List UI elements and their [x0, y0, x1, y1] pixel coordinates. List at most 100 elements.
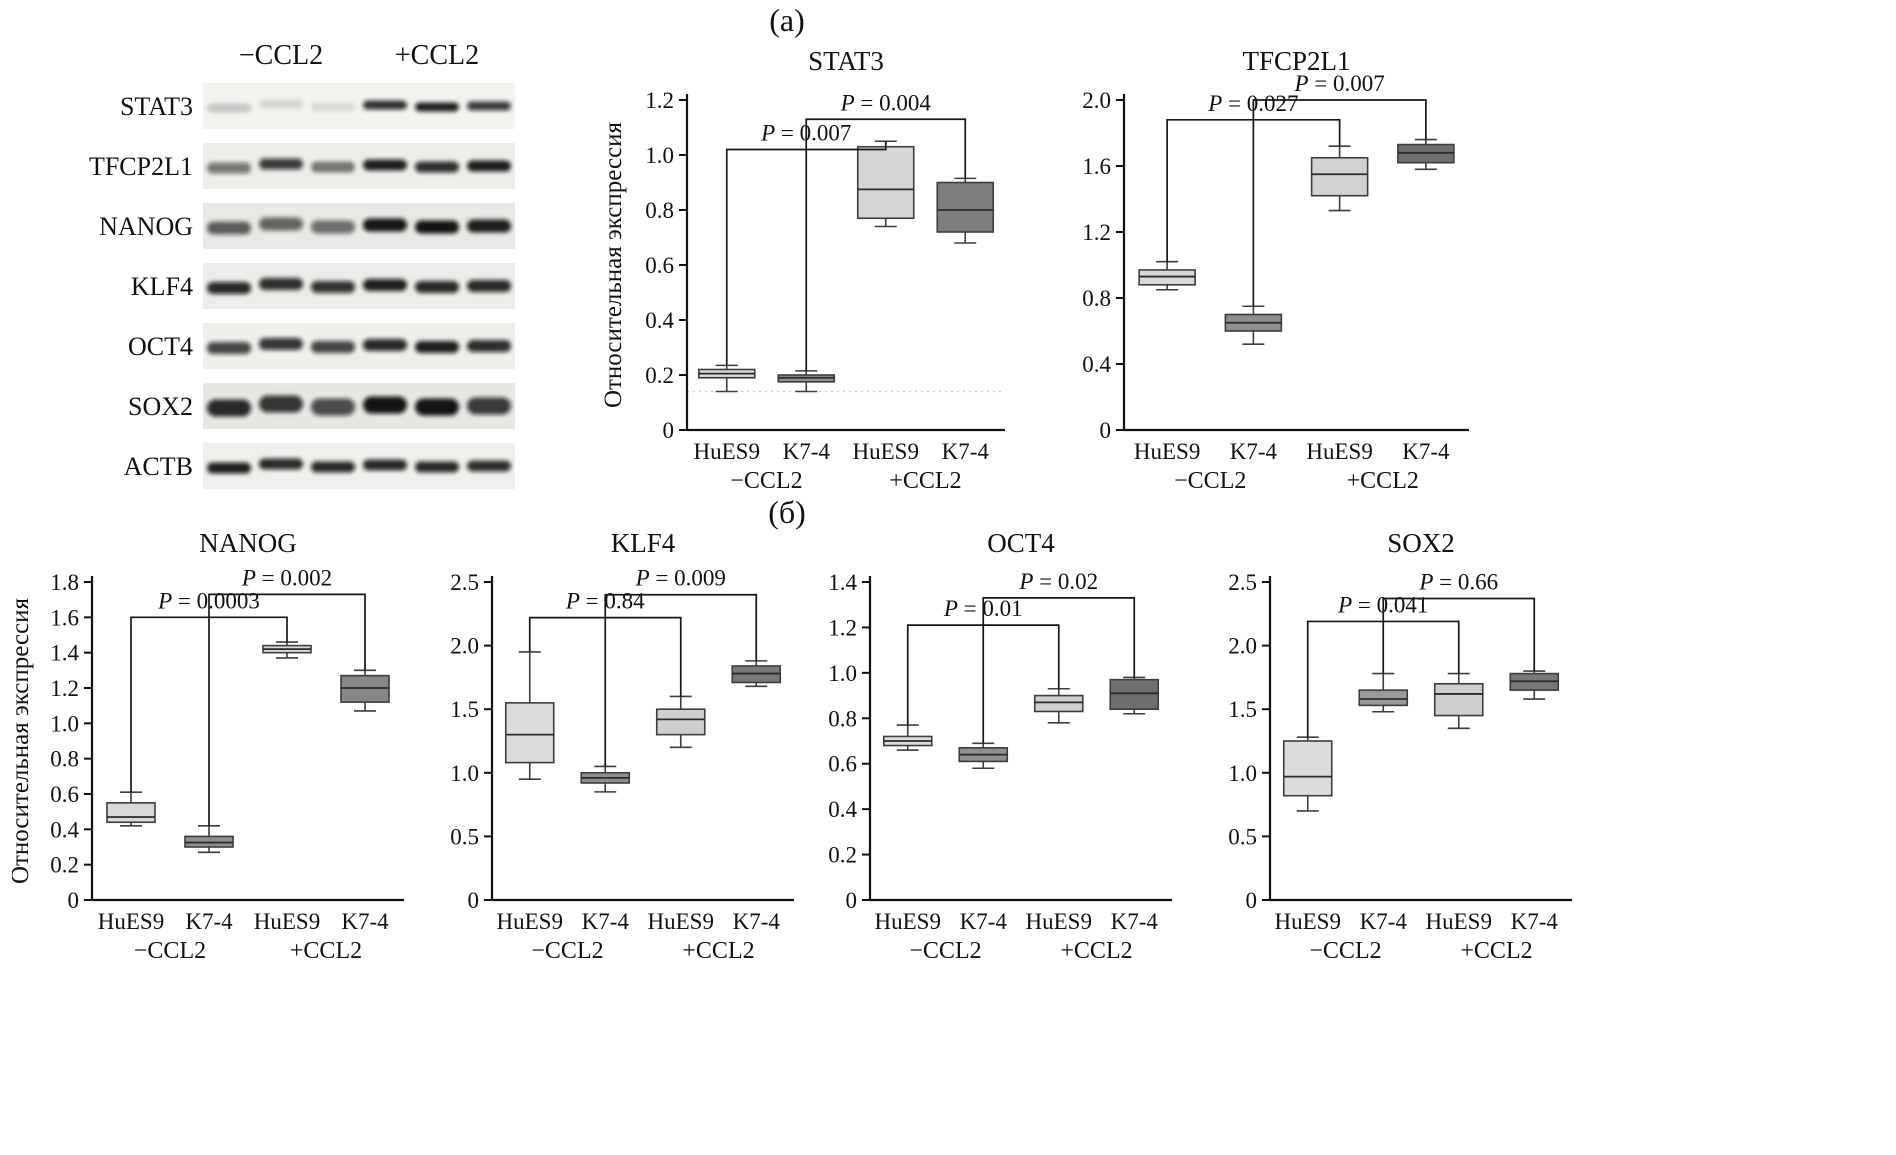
blot-band — [259, 217, 303, 231]
x-category-label: K7-4 — [960, 909, 1008, 934]
significance-bracket: P = 0.009 — [604, 566, 758, 767]
chart-nanog: NANOG Относительная экспрессия 0 0.2 0.4 0.6 0… — [7, 528, 412, 985]
blot-band — [363, 339, 407, 351]
blot-row-label: SOX2 — [128, 392, 193, 421]
significance-bracket: P = 0.66 — [1382, 570, 1536, 674]
p-value-label: P = 0.01 — [943, 596, 1023, 621]
blot-band — [259, 338, 303, 350]
blot-band — [207, 103, 251, 113]
y-tick-label: 1.0 — [828, 661, 857, 686]
x-group-label-minus-ccl2: −CCL2 — [1174, 468, 1246, 494]
chart-oct4: OCT4 0 0.2 0.4 0.6 0.8 1.0 1.2 1.4 P = 0.01 P = 0.… — [806, 528, 1186, 985]
y-tick-label: 1.0 — [1228, 761, 1257, 786]
box-1-K7-4 — [1358, 672, 1409, 713]
blot-row-ACTB: ACTB — [124, 443, 515, 489]
box-3-K7-4 — [731, 660, 782, 688]
blot-group-label-plus-ccl2: +CCL2 — [395, 40, 479, 71]
y-tick-label: 1.4 — [828, 570, 857, 595]
blot-band — [415, 102, 459, 112]
blot-group-label-minus-ccl2: −CCL2 — [239, 40, 323, 71]
blot-band — [259, 99, 303, 109]
x-group-label-plus-ccl2: +CCL2 — [1347, 468, 1419, 494]
x-group-label-plus-ccl2: +CCL2 — [290, 938, 362, 964]
blot-band — [467, 460, 511, 472]
x-category-label: HuES9 — [98, 909, 164, 934]
x-category-label: HuES9 — [694, 439, 760, 464]
x-category-label: K7-4 — [1111, 909, 1159, 934]
box-3-K7-4 — [1109, 676, 1160, 715]
y-tick-label: 0.6 — [645, 253, 674, 278]
blot-row-KLF4: KLF4 — [131, 263, 515, 309]
p-value-label: P = 0.66 — [1418, 570, 1498, 595]
chart-title: SOX2 — [1387, 530, 1455, 558]
blot-row-label: OCT4 — [128, 332, 193, 361]
blot-band — [311, 461, 355, 473]
y-tick-label: 1.6 — [1082, 154, 1111, 179]
y-tick-label: 0.4 — [50, 817, 79, 842]
box-1-K7-4 — [184, 824, 234, 854]
box-1-K7-4 — [958, 742, 1009, 770]
y-tick-label: 1.5 — [1228, 697, 1257, 722]
x-category-label: HuES9 — [648, 909, 714, 934]
box-3-K7-4 — [340, 669, 390, 712]
x-category-label: HuES9 — [1134, 439, 1200, 464]
blot-row-label: NANOG — [99, 212, 193, 241]
box-0-HuES9 — [1282, 736, 1333, 812]
y-tick-label: 0 — [468, 888, 480, 913]
chart-title: KLF4 — [611, 530, 676, 558]
boxplot-OCT4: OCT4 0 0.2 0.4 0.6 0.8 1.0 1.2 1.4 P = 0.01P = 0.… — [828, 528, 1172, 964]
blot-band — [311, 161, 355, 173]
blot-band — [363, 279, 407, 291]
box-1-K7-4 — [1224, 305, 1283, 346]
chart-stat3: STAT3 Относительная экспрессия 0 0.2 0.4 0.6 0… — [595, 28, 1025, 523]
y-tick-label: 1.2 — [1082, 220, 1111, 245]
blot-band — [363, 159, 407, 171]
y-tick-label: 0.8 — [645, 198, 674, 223]
p-value-label: P = 0.027 — [1207, 91, 1298, 116]
box-1-K7-4 — [777, 370, 836, 393]
chart-title: OCT4 — [987, 530, 1055, 558]
blot-row-STAT3: STAT3 — [120, 83, 515, 129]
blot-band — [207, 342, 251, 354]
y-tick-label: 0.2 — [828, 843, 857, 868]
blot-band — [311, 102, 355, 112]
blot-band — [467, 101, 511, 111]
blot-band — [259, 458, 303, 470]
x-category-label: HuES9 — [1426, 909, 1492, 934]
box-2-HuES9 — [1433, 672, 1484, 730]
chart-title: TFCP2L1 — [1242, 46, 1350, 76]
box-0-HuES9 — [106, 791, 156, 827]
significance-bracket: P = 0.002 — [208, 565, 366, 826]
blot-band — [363, 459, 407, 471]
x-group-label-minus-ccl2: −CCL2 — [1309, 938, 1381, 964]
blot-band — [467, 397, 511, 415]
boxplot-NANOG: NANOG Относительная экспрессия 0 0.2 0.4 0.6 0… — [7, 528, 404, 964]
box-0-HuES9 — [882, 724, 933, 751]
chart-title: STAT3 — [808, 46, 884, 76]
significance-bracket: P = 0.01 — [906, 596, 1060, 726]
blot-band — [207, 399, 251, 417]
y-tick-label: 0.4 — [1082, 352, 1111, 377]
x-category-label: K7-4 — [582, 909, 630, 934]
blot-strip — [203, 323, 515, 369]
p-value-label: P = 0.84 — [565, 589, 645, 614]
box-0-HuES9 — [697, 364, 756, 393]
p-value-label: P = 0.02 — [1018, 569, 1098, 594]
blot-band — [311, 398, 355, 416]
y-tick-label: 0.8 — [828, 706, 857, 731]
p-value-label: P = 0.004 — [840, 90, 932, 115]
western-blot-panel: −CCL2 +CCL2 STAT3 TFCP2L1 NANOG KLF4 OCT4 SOX2 A… — [88, 28, 543, 528]
blot-band — [363, 218, 407, 232]
x-category-label: K7-4 — [1230, 439, 1278, 464]
p-value-label: P = 0.0003 — [157, 588, 260, 613]
blot-strip — [203, 203, 515, 249]
y-tick-label: 0.4 — [645, 308, 674, 333]
blot-band — [467, 219, 511, 233]
blot-band — [207, 221, 251, 235]
p-value-label: P = 0.002 — [241, 565, 332, 590]
x-group-label-minus-ccl2: −CCL2 — [730, 468, 802, 494]
x-category-label: HuES9 — [1306, 439, 1372, 464]
